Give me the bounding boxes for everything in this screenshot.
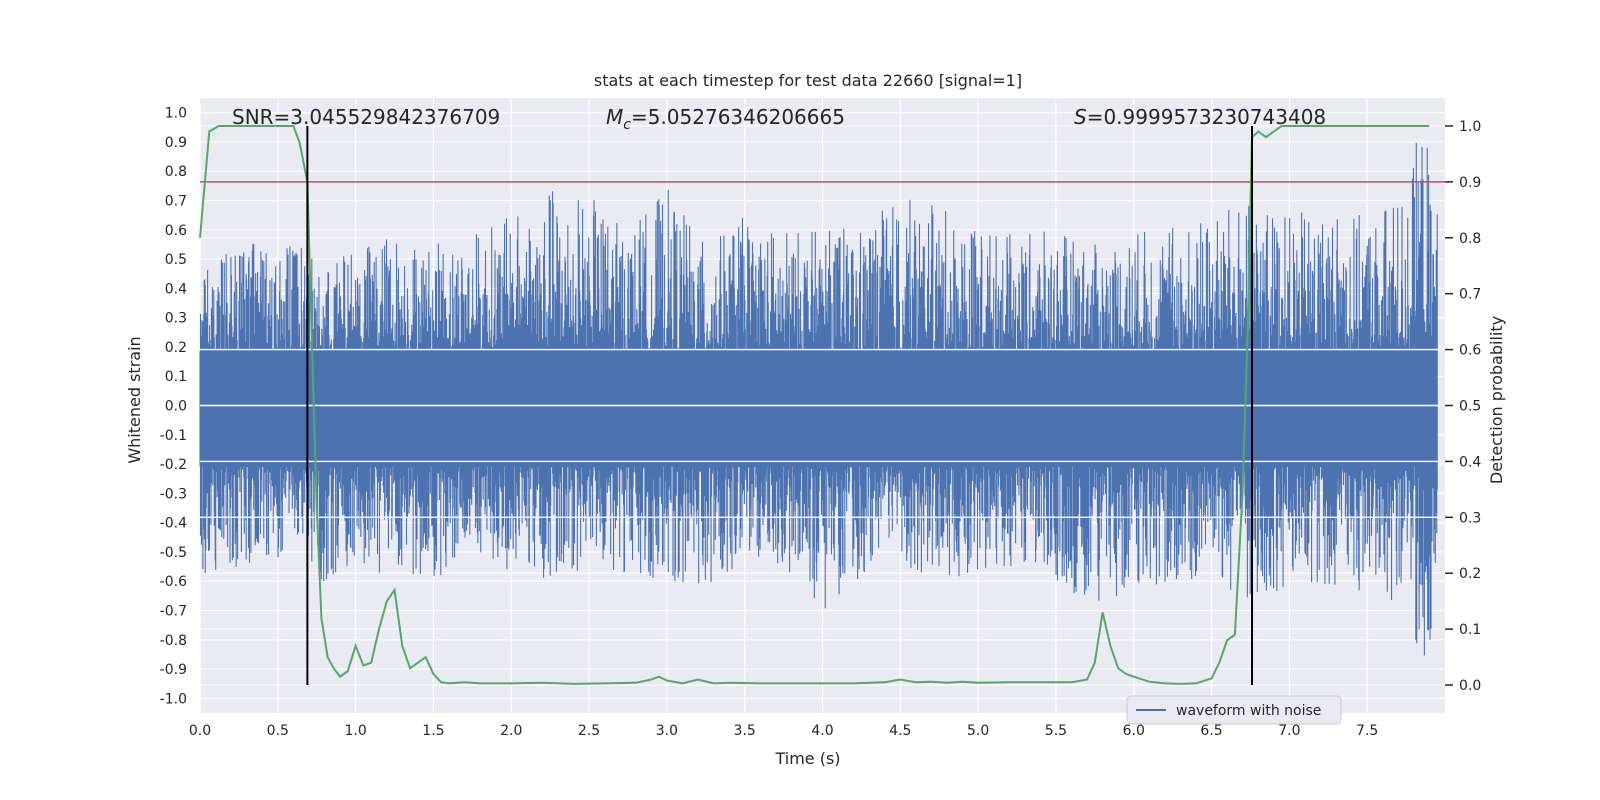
x-axis-label: Time (s): [774, 749, 840, 768]
y-right-tick-label: 0.3: [1459, 510, 1481, 526]
chirp-mass-value: =5.05276346206665: [631, 105, 845, 129]
y-right-tick-label: 0.9: [1459, 175, 1481, 191]
x-tick-label: 7.5: [1356, 723, 1378, 739]
y-left-tick-label: -0.4: [160, 516, 187, 532]
probability-series: [199, 125, 1430, 685]
chirp-mass-subscript: c: [623, 117, 631, 133]
y-left-tick-label: -0.2: [160, 457, 187, 473]
y-right-ticks: 1.0 0.9 0.8 0.7 0.6 0.5 0.4 0.3 0.2 0.1 0.0: [1445, 119, 1481, 694]
legend-box: [1126, 695, 1342, 725]
s-value: =0.9999573230743408: [1087, 105, 1326, 129]
y-left-tick-label: -1.0: [160, 691, 187, 707]
y-left-tick-label: 0.9: [165, 135, 187, 151]
x-tick-label: 5.5: [1045, 723, 1067, 739]
x-tick-label: 1.0: [344, 723, 366, 739]
y-left-tick-label: 0.7: [165, 194, 187, 210]
chirp-mass-annotation: Mc=5.05276346206665: [606, 105, 845, 133]
y-left-tick-label: -0.7: [160, 604, 187, 620]
chirp-mass-symbol: M: [606, 105, 623, 129]
x-tick-label: 3.0: [656, 723, 678, 739]
y-left-tick-label: -0.6: [160, 574, 187, 590]
y-right-tick-label: 0.6: [1459, 343, 1481, 359]
y-right-axis-label: Detection probability: [1487, 316, 1506, 484]
y-right-tick-label: 0.4: [1459, 454, 1481, 470]
x-tick-label: 5.0: [967, 723, 989, 739]
x-tick-label: 3.5: [734, 723, 756, 739]
legend-label-waveform: waveform with noise: [1176, 703, 1321, 719]
x-tick-label: 7.0: [1278, 723, 1300, 739]
y-left-tick-label: 0.2: [165, 340, 187, 356]
y-left-ticks: 1.0 0.9 0.8 0.7 0.6 0.5 0.4 0.3 0.2 0.1 0.0 -0.1 -0.…: [160, 106, 187, 708]
x-tick-label: 0.5: [267, 723, 289, 739]
y-right-tick-label: 0.2: [1459, 566, 1481, 582]
y-right-tick-label: 0.0: [1459, 678, 1481, 694]
x-tick-label: 6.0: [1123, 723, 1145, 739]
y-right-tick-label: 0.5: [1459, 399, 1481, 415]
x-tick-label: 1.5: [422, 723, 444, 739]
y-left-tick-label: 0.0: [165, 399, 187, 415]
y-left-tick-label: -0.5: [160, 545, 187, 561]
x-tick-label: 4.0: [811, 723, 833, 739]
x-tick-label: 6.5: [1200, 723, 1222, 739]
waveform-series: [199, 142, 1445, 656]
y-left-tick-label: 1.0: [165, 106, 187, 122]
y-left-tick-label: 0.5: [165, 252, 187, 268]
y-right-tick-label: 0.1: [1459, 622, 1481, 638]
x-ticks: 0.0 0.5 1.0 1.5 2.0 2.5 3.0 3.5 4.0 4.5 5.0 5.5 6.0 6…: [189, 723, 1378, 739]
y-left-tick-label: 0.6: [165, 223, 187, 239]
y-left-tick-label: -0.3: [160, 486, 187, 502]
y-right-tick-label: 0.8: [1459, 231, 1481, 247]
y-left-axis-label: Whitened strain: [125, 336, 144, 463]
y-left-tick-label: -0.1: [160, 428, 187, 444]
legend: waveform with noise: [1126, 695, 1342, 725]
probability-line: [199, 125, 1430, 685]
y-right-tick-label: 0.7: [1459, 287, 1481, 303]
y-right-tick-label: 1.0: [1459, 119, 1481, 135]
x-tick-label: 0.0: [189, 723, 211, 739]
vertical-markers: [306, 125, 1254, 686]
x-tick-label: 2.0: [500, 723, 522, 739]
y-left-tick-label: 0.3: [165, 311, 187, 327]
y-left-tick-label: 0.8: [165, 164, 187, 180]
waveform-core: [200, 349, 1438, 467]
x-tick-label: 4.5: [889, 723, 911, 739]
y-left-tick-label: -0.8: [160, 633, 187, 649]
s-symbol: S: [1074, 105, 1087, 129]
y-left-tick-label: -0.9: [160, 662, 187, 678]
x-tick-label: 2.5: [578, 723, 600, 739]
y-left-tick-label: 0.1: [165, 369, 187, 385]
chart-title: stats at each timestep for test data 226…: [594, 71, 1022, 90]
s-annotation: S=0.9999573230743408: [1074, 105, 1326, 129]
y-left-tick-label: 0.4: [165, 281, 187, 297]
snr-annotation: SNR=3.045529842376709: [232, 105, 500, 129]
